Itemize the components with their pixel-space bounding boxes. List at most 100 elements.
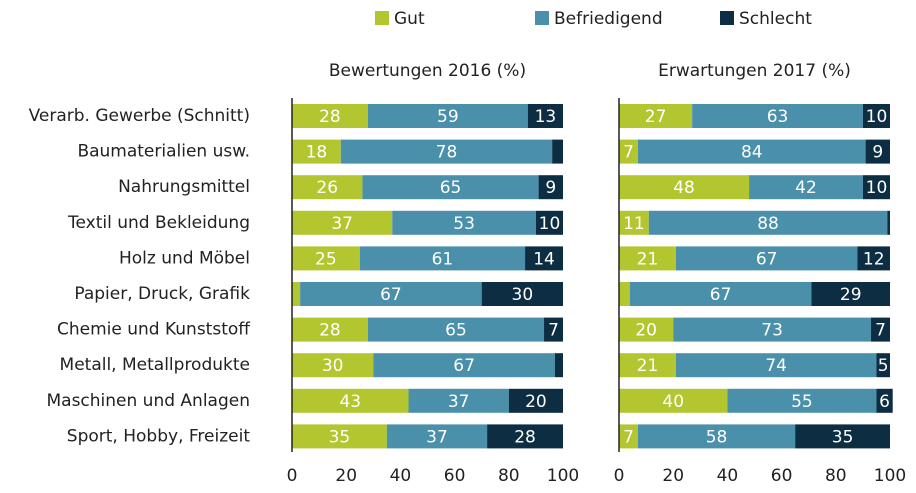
bar-segment — [392, 210, 536, 235]
bar-segment — [619, 104, 693, 128]
bar-segment — [876, 388, 893, 413]
bar-segment — [525, 246, 563, 271]
bar-segment — [865, 139, 890, 164]
value-label: 13 — [535, 107, 557, 127]
legend-label: Befriedigend — [554, 9, 663, 29]
bar-segment — [359, 246, 526, 271]
bar-segment — [292, 424, 387, 449]
value-label: 65 — [440, 178, 462, 198]
bar-segment — [408, 388, 509, 413]
value-label: 14 — [533, 249, 555, 269]
legend-label: Schlecht — [739, 9, 812, 29]
category-label: Metall, Metallprodukte — [60, 355, 250, 375]
bar-segment — [795, 424, 890, 449]
bar-segment — [675, 246, 858, 271]
category-label: Textil und Bekleidung — [67, 213, 250, 233]
value-label: 63 — [767, 107, 789, 127]
bar-segment — [619, 424, 638, 449]
panel-title: Bewertungen 2016 (%) — [329, 61, 526, 81]
bar-segment — [292, 104, 368, 128]
value-label: 6 — [879, 392, 890, 412]
value-label: 40 — [662, 392, 684, 412]
bar-segment — [367, 317, 545, 342]
bar-segment — [292, 282, 301, 306]
value-label: 74 — [765, 356, 787, 376]
value-label: 9 — [872, 143, 883, 163]
bar-segment — [367, 104, 528, 128]
bar-segment — [340, 139, 553, 164]
value-label: 59 — [437, 107, 459, 127]
bar-segment — [554, 353, 563, 378]
bar-segment — [538, 175, 563, 200]
bar-segment — [373, 353, 555, 378]
bar-segment — [619, 246, 676, 271]
value-label: 67 — [756, 249, 778, 269]
bar-segment — [887, 210, 890, 235]
x-tick-label: 40 — [717, 466, 739, 486]
value-label: 29 — [840, 285, 862, 305]
value-label: 10 — [539, 214, 561, 234]
value-label: 12 — [863, 249, 885, 269]
value-label: 84 — [741, 143, 763, 163]
bar-segment — [535, 210, 563, 235]
value-label: 67 — [380, 285, 402, 305]
bar-segment — [619, 282, 630, 306]
value-label: 58 — [706, 427, 728, 447]
bar-segment — [508, 388, 563, 413]
value-label: 20 — [525, 392, 547, 412]
value-label: 42 — [795, 178, 817, 198]
value-label: 7 — [875, 321, 886, 341]
category-label: Chemie und Kunststoff — [57, 320, 251, 340]
value-label: 30 — [322, 356, 344, 376]
value-label: 10 — [866, 107, 888, 127]
x-tick-label: 60 — [444, 466, 466, 486]
value-label: 20 — [635, 321, 657, 341]
bar-segment — [292, 175, 363, 200]
value-label: 78 — [436, 143, 458, 163]
bar-segment — [862, 175, 890, 200]
bar-segment — [481, 282, 563, 306]
category-label: Baumaterialien usw. — [77, 142, 250, 162]
value-label: 67 — [453, 356, 475, 376]
value-label: 28 — [319, 321, 341, 341]
bar-segment — [673, 317, 872, 342]
bar-segment — [487, 424, 563, 449]
x-tick-label: 100 — [547, 466, 579, 486]
bar-segment — [552, 139, 563, 164]
bar-segment — [386, 424, 488, 449]
value-label: 10 — [866, 178, 888, 198]
bar-segment — [749, 175, 863, 200]
bar-segment — [811, 282, 890, 306]
bar-segment — [300, 282, 482, 306]
bar-segment — [619, 139, 638, 164]
bar-segment — [862, 104, 890, 128]
bar-segment — [619, 388, 728, 413]
value-label: 5 — [878, 356, 889, 376]
bar-segment — [675, 353, 877, 378]
legend-swatch — [720, 11, 734, 25]
bar-segment — [857, 246, 890, 271]
value-label: 37 — [448, 392, 470, 412]
x-tick-label: 20 — [335, 466, 357, 486]
legend-swatch — [375, 11, 389, 25]
bar-segment — [876, 353, 890, 378]
value-label: 37 — [426, 427, 448, 447]
value-label: 21 — [637, 356, 659, 376]
value-label: 7 — [623, 143, 634, 163]
x-tick-label: 80 — [825, 466, 847, 486]
category-label: Maschinen und Anlagen — [46, 391, 250, 411]
value-label: 73 — [761, 321, 783, 341]
legend-swatch — [535, 11, 549, 25]
bar-segment — [292, 210, 393, 235]
value-label: 21 — [637, 249, 659, 269]
value-label: 61 — [432, 249, 454, 269]
value-label: 7 — [548, 321, 559, 341]
value-label: 30 — [512, 285, 534, 305]
value-label: 25 — [315, 249, 337, 269]
bar-segment — [871, 317, 890, 342]
x-tick-label: 20 — [662, 466, 684, 486]
x-tick-label: 80 — [498, 466, 520, 486]
value-label: 65 — [445, 321, 467, 341]
x-tick-label: 0 — [287, 466, 298, 486]
